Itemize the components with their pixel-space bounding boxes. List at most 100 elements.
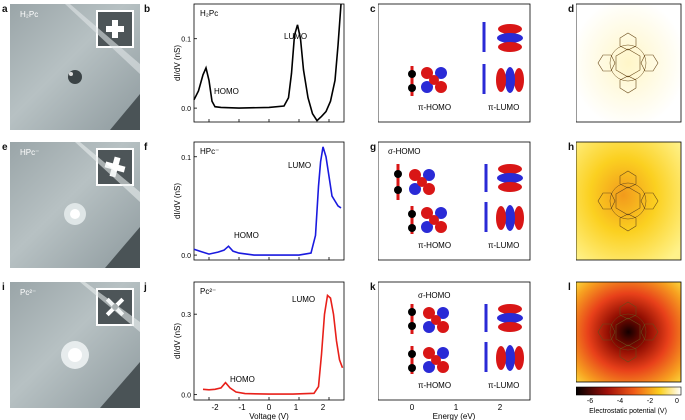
energy-axis-label: Energy (eV) — [433, 412, 476, 420]
voltage-tick: 1 — [294, 403, 299, 412]
y-tick-label: 0.1 — [181, 155, 191, 162]
voltage-axis-label: Voltage (V) — [249, 412, 289, 420]
spectrum-curve-b — [193, 3, 342, 122]
spectrum-panel-b: H₂Pc HOMO LUMO 0.0 0.1 — [181, 3, 345, 123]
panel-letter-d: d — [568, 4, 575, 15]
y-tick-label: 0.3 — [181, 312, 191, 319]
spectrum-panel-j: Pc²⁻ HOMO LUMO 0.0 0.3 — [181, 281, 345, 401]
molecule-label-i: Pc²⁻ — [20, 288, 37, 297]
molecule-label-a: H₂Pc — [20, 10, 39, 19]
homo-label-j: HOMO — [230, 375, 255, 384]
pi-homo-label-k: π-HOMO — [418, 381, 451, 390]
energy-tick: 0 — [410, 403, 415, 412]
orbital-icon-g-sigma — [409, 169, 435, 195]
energy-tick: 1 — [454, 403, 459, 412]
potential-map-l — [576, 281, 682, 383]
inset-molecule-a — [106, 20, 124, 38]
step-edge-e — [75, 142, 140, 268]
y-tick-label: 0.0 — [181, 106, 191, 113]
pi-lumo-label-k: π-LUMO — [488, 381, 519, 390]
orbital-panel-g: σ-HOMO π-HOMO π-LUMO — [378, 141, 531, 261]
electron-dot — [408, 84, 416, 92]
colorbar-gradient — [576, 386, 682, 396]
panel-letter-l: l — [568, 282, 571, 293]
orbital-icon-g-lumo-1 — [497, 164, 523, 192]
colorbar-tick: -2 — [647, 398, 653, 405]
orbital-icon-c-lumo-2 — [496, 67, 524, 93]
potential-map-h — [576, 141, 682, 261]
energy-axis: 0 1 2 Energy (eV) — [410, 403, 503, 420]
orbital-figure: π-HOMO π-LUMO σ-HOMO π-HOMO π-LUMO σ-HOM… — [378, 3, 531, 420]
colorbar-tick: 0 — [675, 398, 679, 405]
voltage-tick: 0 — [267, 403, 272, 412]
pi-lumo-label-c: π-LUMO — [488, 103, 519, 112]
ylabel-b: dI/dV (nS) — [173, 45, 182, 81]
orbital-icon-k-homo — [423, 347, 449, 373]
molecule-label-e: HPc⁻ — [20, 148, 40, 157]
sigma-homo-label-g: σ-HOMO — [388, 147, 421, 156]
spectrum-panel-f: HPc⁻ HOMO LUMO 0.0 0.1 — [181, 141, 345, 261]
plot-frame-b — [193, 3, 345, 123]
panel-letter-e: e — [2, 142, 8, 153]
electron-dot — [408, 210, 416, 218]
voltage-tick: 2 — [321, 403, 326, 412]
electron-dot — [394, 186, 402, 194]
sigma-homo-label-k: σ-HOMO — [418, 291, 451, 300]
pi-homo-label-c: π-HOMO — [418, 103, 451, 112]
plot-frame-k — [378, 281, 531, 401]
molecule-label-j: Pc²⁻ — [200, 287, 216, 296]
lumo-label-f: LUMO — [288, 161, 311, 170]
electron-dot — [408, 350, 416, 358]
molecule-label-f: HPc⁻ — [200, 147, 219, 156]
y-tick-label: 0.0 — [181, 253, 191, 260]
orbital-icon-k-sigma — [423, 307, 449, 333]
ylabel-j: dI/dV (nS) — [173, 323, 182, 359]
orbital-panel-k: σ-HOMO π-HOMO π-LUMO — [378, 281, 531, 401]
energy-tick: 2 — [498, 403, 503, 412]
panel-letter-f: f — [144, 142, 148, 153]
voltage-tick: -2 — [211, 403, 219, 412]
spectrum-curve-f — [193, 146, 342, 256]
ylabel-f: dI/dV (nS) — [173, 183, 182, 219]
y-tick-label: 0.1 — [181, 37, 191, 44]
orbital-panel-c: π-HOMO π-LUMO — [378, 3, 531, 123]
orbital-icon-g-homo — [421, 207, 447, 233]
y-tick-label: 0.0 — [181, 393, 191, 400]
electron-dot — [408, 364, 416, 372]
colorbar-label: Electrostatic potential (V) — [589, 408, 667, 415]
panel-letter-b: b — [144, 4, 151, 15]
orbital-icon-g-lumo-2 — [496, 205, 524, 231]
electron-dot — [408, 308, 416, 316]
homo-label-f: HOMO — [234, 231, 259, 240]
stm-molecule-e — [64, 203, 86, 225]
homo-label-b: HOMO — [214, 87, 239, 96]
lumo-label-b: LUMO — [284, 32, 307, 41]
stm-image-a: H₂Pc — [10, 4, 140, 130]
colorbar: -6 -4 -2 0 Electrostatic potential (V) — [576, 386, 682, 415]
panel-letter-g: g — [370, 142, 377, 153]
panel-letter-c: c — [370, 4, 376, 15]
panel-letter-i: i — [2, 282, 5, 293]
spectra-figure: H₂Pc HOMO LUMO 0.0 0.1 dI/dV (nS) HPc⁻ HO… — [173, 3, 345, 420]
orbital-icon-c-lumo-1 — [497, 24, 523, 52]
step-edge-i — [80, 282, 140, 408]
plot-frame-j — [193, 281, 345, 401]
panel-letter-h: h — [568, 142, 575, 153]
molecule-label-b: H₂Pc — [200, 9, 218, 18]
orbital-icon-k-lumo-1 — [497, 304, 523, 332]
stm-molecule-i — [61, 341, 89, 369]
potential-map-d — [576, 3, 682, 123]
lumo-label-j: LUMO — [292, 295, 315, 304]
electron-dot — [408, 70, 416, 78]
electron-dot — [408, 322, 416, 330]
plot-frame-c — [378, 3, 531, 123]
stm-molecule-a — [68, 70, 82, 84]
electron-dot — [394, 170, 402, 178]
voltage-tick: -1 — [238, 403, 246, 412]
colorbar-tick: -6 — [587, 398, 593, 405]
panel-letter-j: j — [144, 282, 147, 293]
panel-letter-a: a — [2, 4, 8, 15]
pi-homo-label-g: π-HOMO — [418, 241, 451, 250]
inset-image-e — [96, 148, 134, 186]
panel-letter-k: k — [370, 282, 376, 293]
